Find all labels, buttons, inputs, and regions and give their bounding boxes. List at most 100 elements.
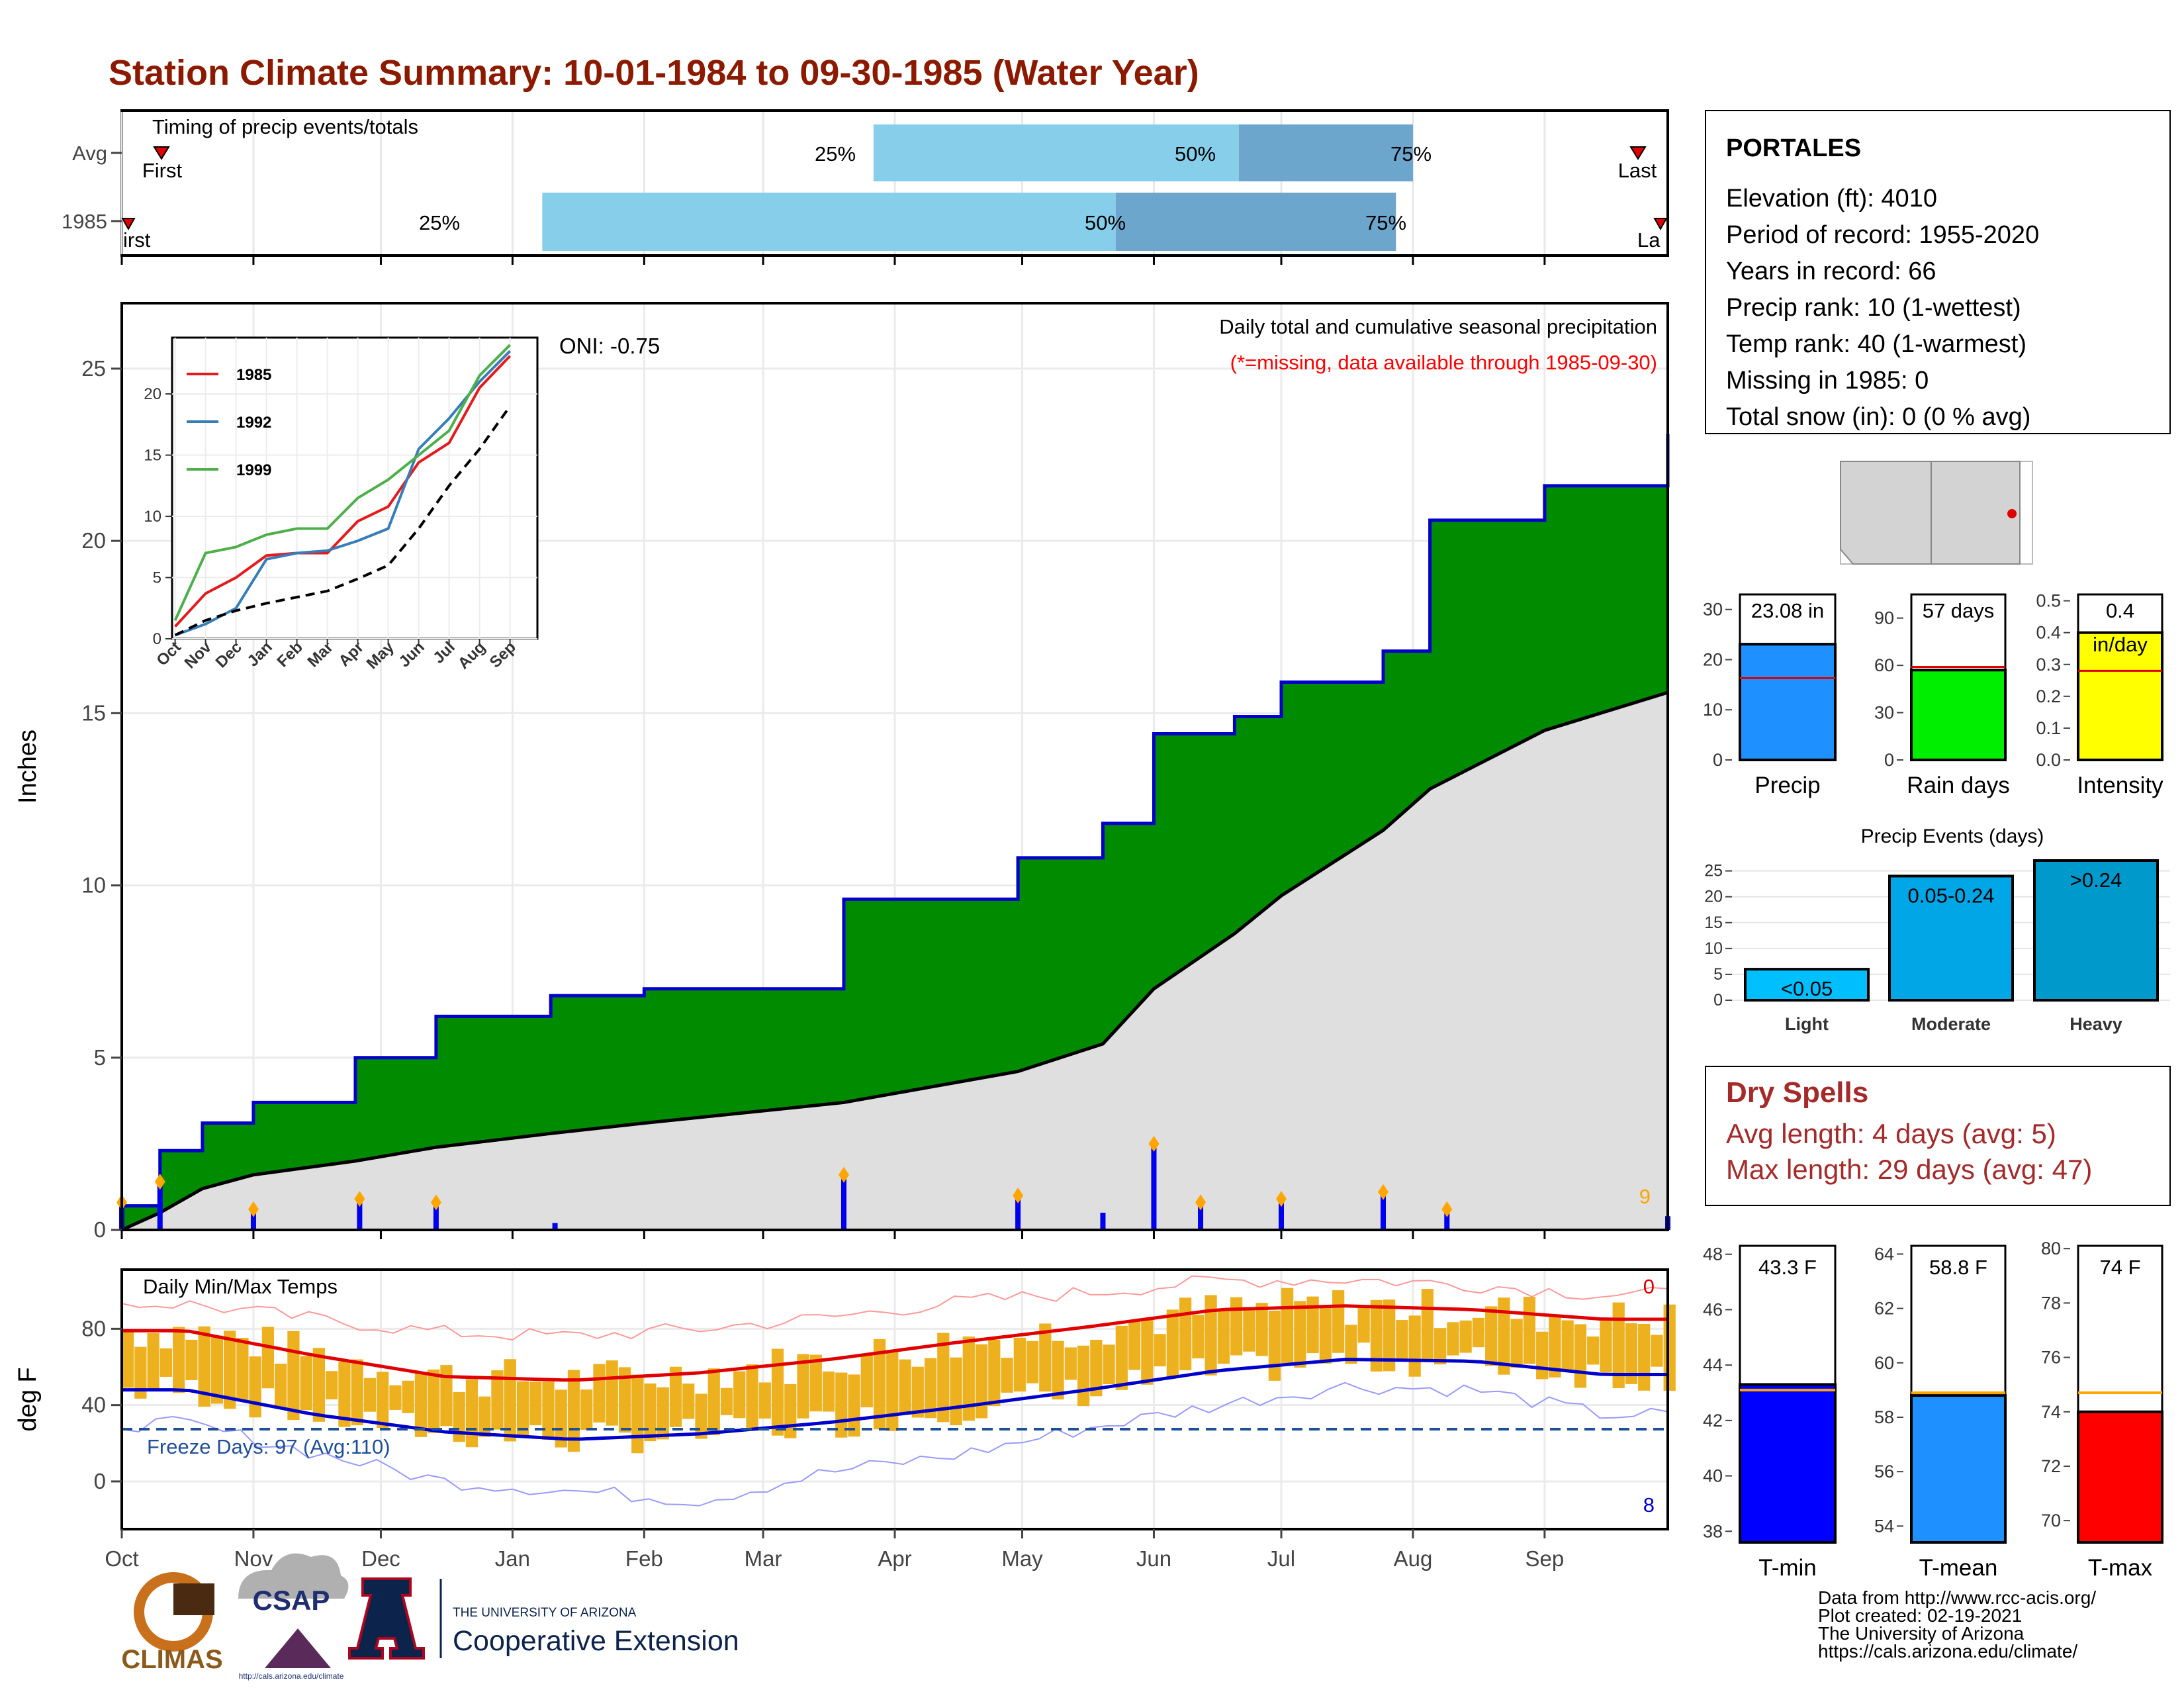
avg-25-label: 25%	[815, 142, 856, 165]
daily-temp-bar	[389, 1385, 402, 1410]
daily-precip-marker	[1013, 1187, 1024, 1203]
station-info-box: PORTALES Elevation (ft): 4010 Period of …	[1705, 110, 2171, 434]
temp-bar	[2077, 1410, 2163, 1544]
inset-ytick-label: 5	[153, 569, 161, 587]
events-tick-label: 15	[1704, 914, 1723, 932]
bar-panel-tick-label: 0.5	[2036, 591, 2061, 611]
timing-row-year: 1985	[62, 210, 107, 233]
daily-temp-bar	[1345, 1325, 1357, 1364]
events-tick-label: 5	[1713, 965, 1723, 984]
daily-precip-marker	[154, 1174, 165, 1190]
bar-panel-label-box	[1910, 593, 2007, 671]
legend-1999: 1999	[236, 461, 271, 479]
daily-temp-bar	[1217, 1309, 1230, 1364]
temp-bar-tick-label: 74	[2041, 1402, 2061, 1422]
daily-temp-bar	[377, 1372, 389, 1429]
daily-temp-bar	[491, 1370, 504, 1430]
timing-row-avg: Avg	[72, 142, 107, 165]
month-label-sep: Sep	[1525, 1546, 1565, 1571]
temp-bar-label-box	[2077, 1244, 2163, 1413]
temp-bar-tick-label: 80	[2041, 1239, 2061, 1258]
daily-temp-bar	[236, 1338, 249, 1400]
daily-precip-bar	[357, 1199, 363, 1230]
events-bar-label: >0.24	[2070, 868, 2122, 892]
daily-count-label: 9	[1639, 1185, 1651, 1208]
daily-temp-bar	[1485, 1306, 1498, 1366]
bar-panel-xlabel: Intensity	[2077, 773, 2163, 798]
daily-temp-bar	[351, 1359, 363, 1426]
year-last-marker	[1653, 218, 1668, 231]
daily-temp-bar	[1625, 1323, 1638, 1384]
legend-1985: 1985	[236, 366, 271, 384]
daily-temp-bar	[1154, 1334, 1166, 1367]
daily-temp-bar	[440, 1365, 453, 1427]
daily-temp-bar	[631, 1374, 644, 1454]
month-label-apr: Apr	[878, 1546, 911, 1571]
inset-ytick-label: 20	[144, 385, 161, 403]
daily-temp-bar	[988, 1339, 1001, 1407]
station-name: PORTALES	[1726, 134, 1861, 162]
bar-panel-precip: 0 10 20 30 23.08 in Precip	[1703, 593, 1843, 798]
events-xlabel: Light	[1785, 1014, 1829, 1034]
temp-bar-value: 58.8 F	[1929, 1256, 1987, 1279]
daily-temp-bar	[1103, 1344, 1115, 1385]
daily-temp-bar	[478, 1396, 491, 1437]
daily-temp-bar	[287, 1331, 300, 1421]
daily-temp-bar	[1332, 1290, 1345, 1353]
daily-temp-bar	[1205, 1295, 1217, 1376]
daily-precip-marker	[1378, 1184, 1389, 1200]
temp-ylabel: deg F	[14, 1367, 42, 1431]
events-bar-light	[1744, 968, 1870, 1002]
temp-line-avg-max	[122, 1304, 1668, 1382]
avg-first-label: First	[142, 159, 183, 182]
daily-temp-bar	[1243, 1307, 1255, 1352]
temp-ytick-label: 40	[81, 1393, 106, 1417]
events-bar-heavy	[2033, 859, 2159, 1002]
daily-temp-bar	[873, 1339, 886, 1430]
temp-line-record-high	[121, 1275, 1668, 1341]
footer-line-2: Plot created: 02-19-2021	[1818, 1605, 2022, 1626]
daily-temp-bar	[1510, 1319, 1523, 1368]
daily-temp-bar	[122, 1331, 134, 1388]
daily-temp-bar	[1268, 1311, 1281, 1381]
temp-bar-tick-label: 48	[1703, 1244, 1723, 1264]
temp-bar-tick-label: 42	[1703, 1411, 1723, 1430]
daily-temp-bar	[669, 1366, 682, 1427]
csap-url: http://cals.arizona.edu/climate	[239, 1671, 344, 1681]
daily-temp-bar	[1064, 1347, 1077, 1380]
daily-temp-bar	[937, 1333, 950, 1423]
daily-precip-bar	[552, 1223, 558, 1230]
temp-bar	[1739, 1383, 1837, 1544]
bar-panel-value: 57 days	[1923, 599, 1995, 622]
precip-ylabel: Inches	[14, 729, 42, 804]
avg-first-marker	[153, 146, 170, 160]
temp-bar-value: 74 F	[2099, 1256, 2140, 1279]
temp-bar-tick-label: 60	[1874, 1353, 1894, 1373]
bar-panel-bar	[1910, 669, 2007, 761]
temp-bar-label-box	[1739, 1244, 1837, 1385]
daily-temp-bar	[860, 1353, 873, 1407]
temperature-bar-panels: 38 40 42 44 46 48 43.3 F T-min 54 56 58 60 62 64 58.8 …	[1703, 1239, 2170, 1581]
daily-temp-bar	[644, 1383, 657, 1442]
daily-temp-bar	[1013, 1337, 1026, 1392]
daily-temp-bar	[261, 1327, 275, 1389]
climas-logo: CLIMAS	[121, 1572, 223, 1674]
daily-temp-bar	[224, 1331, 236, 1409]
month-label-aug: Aug	[1394, 1546, 1433, 1571]
station-elevation: Elevation (ft): 4010	[1726, 185, 1937, 212]
daily-temp-bar	[338, 1361, 351, 1427]
temp-bar	[1910, 1394, 2007, 1544]
daily-temp-bar	[1600, 1321, 1612, 1373]
precip-events-panel: Precip Events (days) 0 5 10 15 20 25 <0.05 Ligh…	[1704, 825, 2170, 1034]
daily-precip-marker	[1441, 1201, 1453, 1217]
avg-50-75-bar	[1238, 124, 1413, 181]
daily-temp-bar	[529, 1382, 542, 1426]
daily-temp-bar	[414, 1373, 428, 1437]
year-last-label: La	[1637, 228, 1661, 252]
temp-bar-panel-tmean: 54 56 58 60 62 64 58.8 F T-mean	[1874, 1243, 2013, 1581]
dry-spells-title: Dry Spells	[1726, 1076, 1868, 1109]
station-precip-rank: Precip rank: 10 (1-wettest)	[1726, 294, 2021, 322]
daily-temp-bar	[1370, 1299, 1383, 1372]
daily-temp-bar	[1128, 1319, 1141, 1370]
